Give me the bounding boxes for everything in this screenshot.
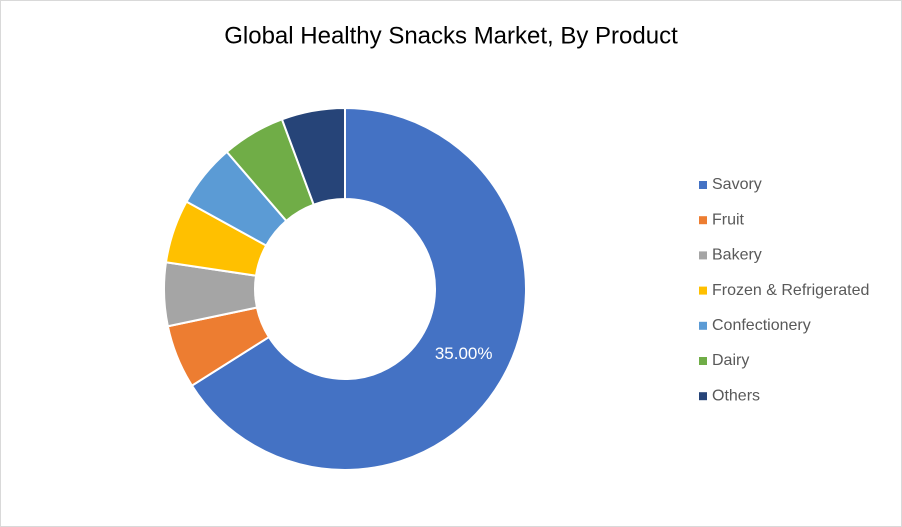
legend-swatch xyxy=(699,286,707,295)
legend-swatch xyxy=(699,321,707,330)
legend-label: Bakery xyxy=(712,247,762,264)
chart-title: Global Healthy Snacks Market, By Product xyxy=(224,22,678,49)
legend-swatch xyxy=(699,181,707,189)
legend-label: Dairy xyxy=(712,352,749,369)
legend-swatch xyxy=(699,357,707,365)
legend-label: Fruit xyxy=(712,211,745,228)
legend-label: Frozen & Refrigerated xyxy=(712,282,869,299)
legend-swatch xyxy=(699,216,707,225)
data-label: 35.00% xyxy=(435,344,493,363)
legend-label: Savory xyxy=(712,176,762,193)
legend-label: Others xyxy=(712,387,760,404)
slice xyxy=(190,106,527,471)
slice xyxy=(280,106,346,206)
legend-swatch xyxy=(699,251,707,260)
legend-swatch xyxy=(699,392,707,401)
legend-label: Confectionery xyxy=(712,317,811,334)
